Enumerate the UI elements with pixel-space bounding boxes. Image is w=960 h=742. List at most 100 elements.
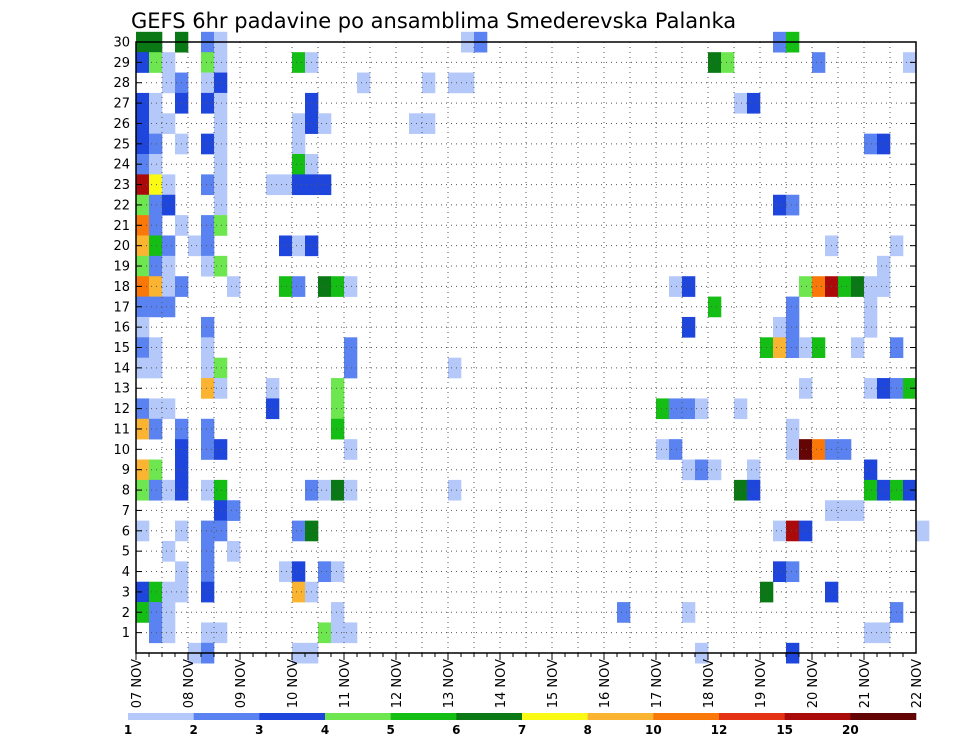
precip-cell [149,418,163,440]
precip-cell [266,174,280,196]
precip-cell [214,133,228,155]
precip-cell [162,174,176,196]
precip-cell [214,215,228,236]
precip-cell [149,215,163,236]
precip-cell [201,133,215,155]
precip-cell [812,439,826,460]
precip-cell [149,255,163,277]
precip-cell [201,215,215,236]
colorbar-label: 2 [189,723,197,737]
precip-cell [292,154,306,175]
precip-cell [838,500,852,521]
y-tick-label: 14 [113,361,130,376]
precip-cell [266,378,280,399]
precip-cell [799,378,813,399]
precip-cell [656,398,670,420]
precip-cell [708,459,722,481]
y-tick-label: 12 [113,402,130,417]
y-tick-label: 29 [113,56,130,71]
y-tick-label: 4 [122,565,130,580]
precip-cell [279,276,293,297]
precip-cell [851,276,865,297]
precip-cell [812,276,826,297]
y-tick-label: 27 [113,97,130,112]
precip-cell [201,92,215,114]
precip-cell [279,174,293,196]
precip-cell [331,622,345,644]
precip-cell [149,296,163,318]
precip-cell [214,439,228,460]
precip-cell [786,520,800,542]
precip-cell [149,459,163,481]
y-tick-label: 21 [113,219,130,234]
chart-title: GEFS 6hr padavine po ansamblima Smederev… [131,9,736,33]
precip-cell [214,520,228,542]
precip-cell [214,255,228,277]
precip-cell [136,255,150,277]
y-tick-label: 9 [122,463,130,478]
precip-cell [864,378,878,399]
y-tick-label: 6 [122,524,130,539]
precip-cell [201,174,215,196]
precip-cell [162,235,176,257]
precip-cell [162,113,176,134]
precip-cell [162,622,176,644]
precip-cell [331,418,345,440]
precip-cell [864,479,878,501]
precip-cell [864,276,878,297]
precip-cell [721,52,735,73]
precip-cell [214,194,228,216]
x-tick-label: 19 NOV [754,659,769,708]
precip-cell [331,398,345,420]
precip-cell [162,255,176,277]
colorbar-segment [259,713,326,720]
x-tick-label: 08 NOV [182,659,197,708]
precip-cell [214,500,228,521]
precip-cell [162,276,176,297]
colorbar-label: 10 [645,723,662,737]
precip-cell [877,479,891,501]
precip-cell [292,174,306,196]
precip-cell [149,235,163,257]
precip-cell [201,418,215,440]
colorbar-segment [390,713,457,720]
colorbar-label: 20 [842,723,859,737]
y-tick-label: 18 [113,280,130,295]
precip-cell [747,92,761,114]
precip-cell [422,72,436,94]
precip-cell [136,581,150,603]
precip-cell [318,622,332,644]
precip-cell [708,296,722,318]
y-tick-label: 8 [122,484,130,499]
precip-cell [162,398,176,420]
precip-cell [344,357,358,379]
precip-cell [682,459,696,481]
precip-cell [669,398,683,420]
precip-cell [136,520,150,542]
precip-cell [214,72,228,94]
precip-cell [344,479,358,501]
precip-cell [136,418,150,440]
x-tick-label: 07 NOV [130,659,145,708]
precip-cell [227,276,241,297]
y-tick-label: 22 [113,198,130,213]
precip-cell [201,52,215,73]
precip-cell [799,337,813,358]
precip-cell [864,459,878,481]
precip-cell [656,439,670,460]
precip-cell [734,398,748,420]
precip-cell [773,316,787,338]
colorbar-segment [587,713,654,720]
precip-cell [227,540,241,562]
precip-cell [201,316,215,338]
precip-cell [864,133,878,155]
precip-cell [201,540,215,562]
precip-cell [799,276,813,297]
precip-cell [149,479,163,501]
precip-cell [279,561,293,583]
precip-cell [292,235,306,257]
precip-cell [786,316,800,338]
precip-cell [292,561,306,583]
precip-cell [201,235,215,257]
x-tick-label: 17 NOV [650,659,665,708]
